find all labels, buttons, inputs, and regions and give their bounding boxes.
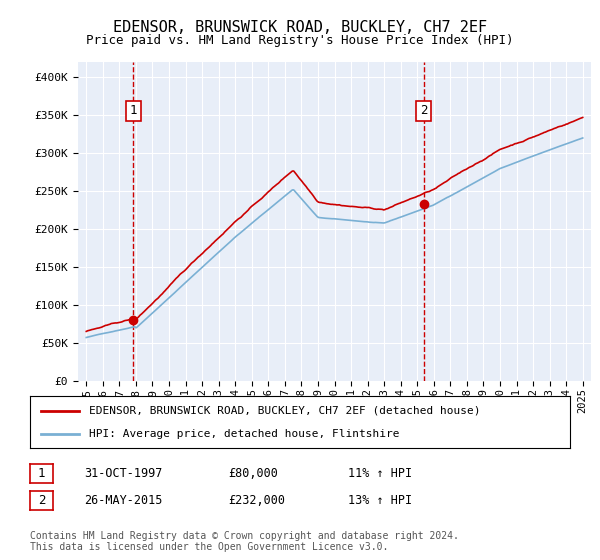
Text: 26-MAY-2015: 26-MAY-2015 xyxy=(84,493,163,507)
Text: 1: 1 xyxy=(38,466,45,480)
Text: 1: 1 xyxy=(130,105,137,118)
Text: Price paid vs. HM Land Registry's House Price Index (HPI): Price paid vs. HM Land Registry's House … xyxy=(86,34,514,46)
Text: 2: 2 xyxy=(38,493,45,507)
Text: 11% ↑ HPI: 11% ↑ HPI xyxy=(348,466,412,480)
Text: 2: 2 xyxy=(420,105,428,118)
Text: 31-OCT-1997: 31-OCT-1997 xyxy=(84,466,163,480)
Text: EDENSOR, BRUNSWICK ROAD, BUCKLEY, CH7 2EF: EDENSOR, BRUNSWICK ROAD, BUCKLEY, CH7 2E… xyxy=(113,20,487,35)
Text: £232,000: £232,000 xyxy=(228,493,285,507)
Text: 13% ↑ HPI: 13% ↑ HPI xyxy=(348,493,412,507)
Text: £80,000: £80,000 xyxy=(228,466,278,480)
Text: EDENSOR, BRUNSWICK ROAD, BUCKLEY, CH7 2EF (detached house): EDENSOR, BRUNSWICK ROAD, BUCKLEY, CH7 2E… xyxy=(89,406,481,416)
Text: Contains HM Land Registry data © Crown copyright and database right 2024.
This d: Contains HM Land Registry data © Crown c… xyxy=(30,531,459,553)
Text: HPI: Average price, detached house, Flintshire: HPI: Average price, detached house, Flin… xyxy=(89,428,400,438)
